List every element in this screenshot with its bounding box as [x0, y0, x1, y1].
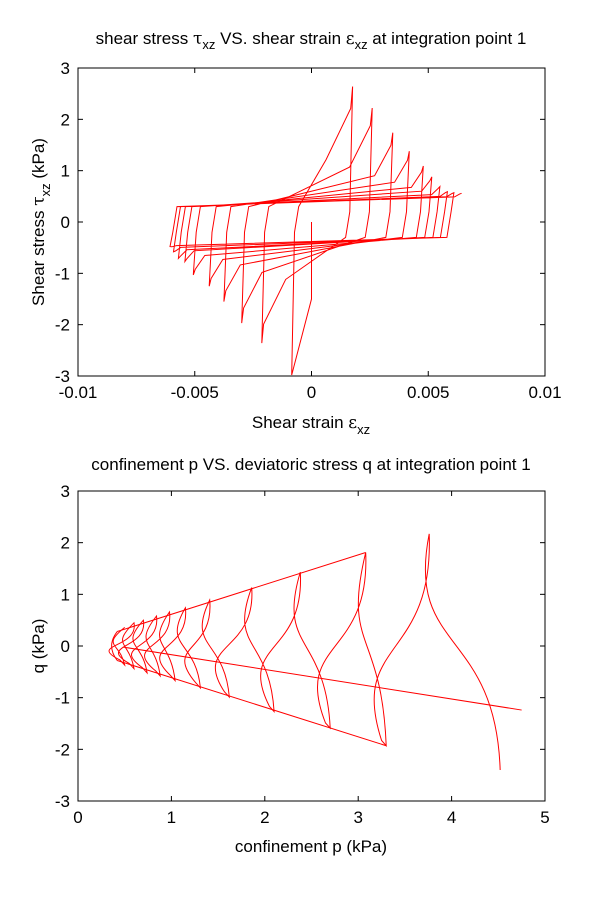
y-tick-label: -1: [55, 689, 70, 708]
y-tick-label: 1: [61, 162, 70, 181]
series-initial-line: [122, 646, 522, 711]
series-shear-stress-strain: [169, 86, 462, 376]
x-tick-label: 0: [73, 808, 82, 827]
x-tick-label: 3: [353, 808, 362, 827]
plot2-title: confinement p VS. deviatoric stress q at…: [91, 455, 530, 474]
y-tick-label: 2: [61, 110, 70, 129]
y-tick-label: 3: [61, 59, 70, 78]
x-tick-label: 2: [260, 808, 269, 827]
plot2-xlabel: confinement p (kPa): [235, 837, 387, 856]
x-tick-label: 0.005: [407, 383, 450, 402]
y-tick-label: -3: [55, 792, 70, 811]
plot1-axes: -0.01 -0.005 0 0.005 0.01 -3 -2 -1 0 1 2 3: [55, 59, 562, 402]
y-tick-label: 0: [61, 213, 70, 232]
series-stress-path: [108, 533, 501, 771]
x-tick-label: 1: [167, 808, 176, 827]
x-tick-label: 4: [447, 808, 456, 827]
x-tick-label: 0: [307, 383, 316, 402]
x-tick-label: -0.005: [171, 383, 219, 402]
y-tick-label: -1: [55, 264, 70, 283]
plot2-frame: [77, 490, 546, 802]
plot1-ylabel: Shear stress τxz (kPa): [29, 138, 53, 306]
plot2-ylabel: q (kPa): [29, 619, 48, 674]
plot2-axes: 0 1 2 3 4 5 -3 -2 -1 0 1 2 3: [55, 482, 550, 827]
y-tick-label: -3: [55, 367, 70, 386]
y-tick-label: -2: [55, 316, 70, 335]
x-tick-label: 5: [540, 808, 549, 827]
y-tick-label: -2: [55, 740, 70, 759]
y-tick-label: 2: [61, 534, 70, 553]
x-tick-label: -0.01: [59, 383, 98, 402]
y-tick-label: 3: [61, 482, 70, 501]
plot1-title: shear stress τxz VS. shear strain εxz at…: [96, 29, 527, 52]
series-envelope: [111, 552, 387, 747]
y-tick-label: 0: [61, 637, 70, 656]
x-tick-label: 0.01: [528, 383, 561, 402]
plot1-xlabel: Shear strain εxz: [252, 413, 370, 437]
y-tick-label: 1: [61, 585, 70, 604]
